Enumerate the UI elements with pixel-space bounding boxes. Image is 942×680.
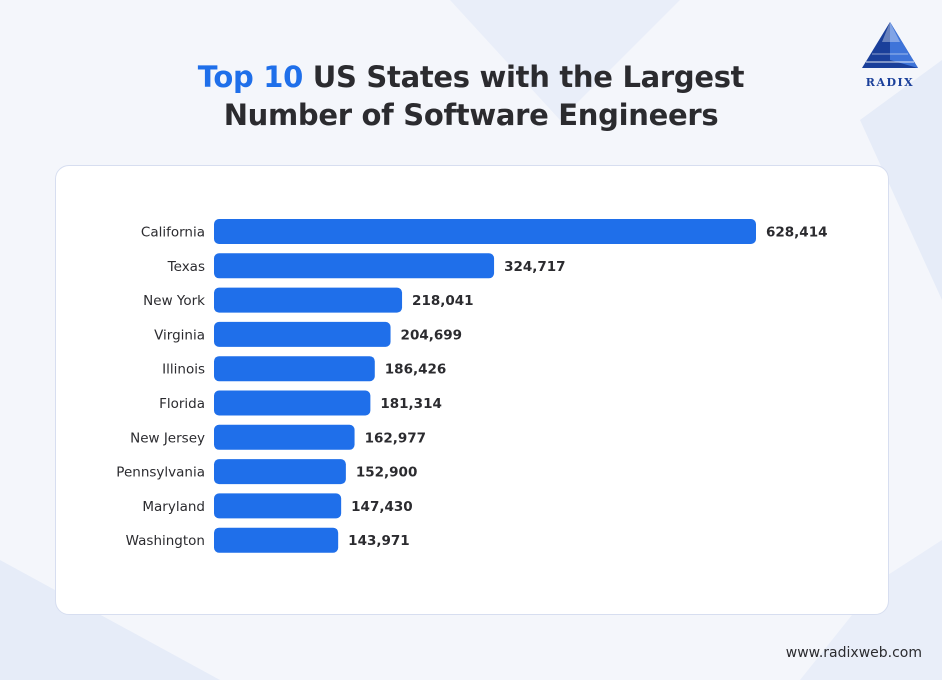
value-label: 152,900 — [356, 465, 418, 481]
category-label: Maryland — [142, 499, 205, 515]
category-label: New York — [143, 293, 205, 309]
category-label: Pennsylvania — [116, 465, 205, 481]
bar — [214, 424, 355, 450]
chart-title: Top 10 US States with the Largest Number… — [0, 58, 942, 134]
category-label: Texas — [167, 259, 205, 275]
value-label: 218,041 — [412, 293, 474, 309]
title-line-2: Number of Software Engineers — [223, 98, 719, 132]
value-label: 181,314 — [380, 396, 442, 412]
category-label: Washington — [126, 533, 205, 549]
category-label: New Jersey — [130, 430, 205, 446]
category-label: Florida — [159, 396, 205, 412]
value-label: 628,414 — [766, 225, 828, 241]
title-accent: Top 10 — [197, 60, 304, 94]
radix-logo: RADIX — [852, 18, 928, 92]
bar — [214, 493, 342, 519]
bar — [214, 287, 403, 313]
bar — [214, 527, 339, 553]
pyramid-logo-icon — [862, 22, 918, 68]
bar — [214, 253, 495, 279]
value-label: 324,717 — [504, 259, 566, 275]
value-label: 162,977 — [365, 430, 427, 446]
bar — [214, 219, 756, 244]
bar-chart: California 628,414 Texas 324,717 New York 218… — [116, 219, 828, 553]
footer-url: www.radixweb.com — [785, 645, 922, 661]
category-label: Illinois — [162, 362, 205, 378]
bar — [214, 390, 371, 416]
title-line-1: Top 10 US States with the Largest — [0, 58, 942, 96]
category-label: Virginia — [154, 327, 205, 343]
value-label: 186,426 — [385, 362, 447, 378]
category-label: California — [141, 225, 205, 241]
bar — [214, 321, 391, 347]
value-label: 204,699 — [401, 327, 463, 343]
value-label: 143,971 — [348, 533, 410, 549]
bar — [214, 459, 346, 485]
value-label: 147,430 — [351, 499, 413, 515]
title-rest: US States with the Largest — [303, 60, 745, 94]
logo-text: RADIX — [865, 76, 915, 89]
bar — [214, 356, 375, 382]
